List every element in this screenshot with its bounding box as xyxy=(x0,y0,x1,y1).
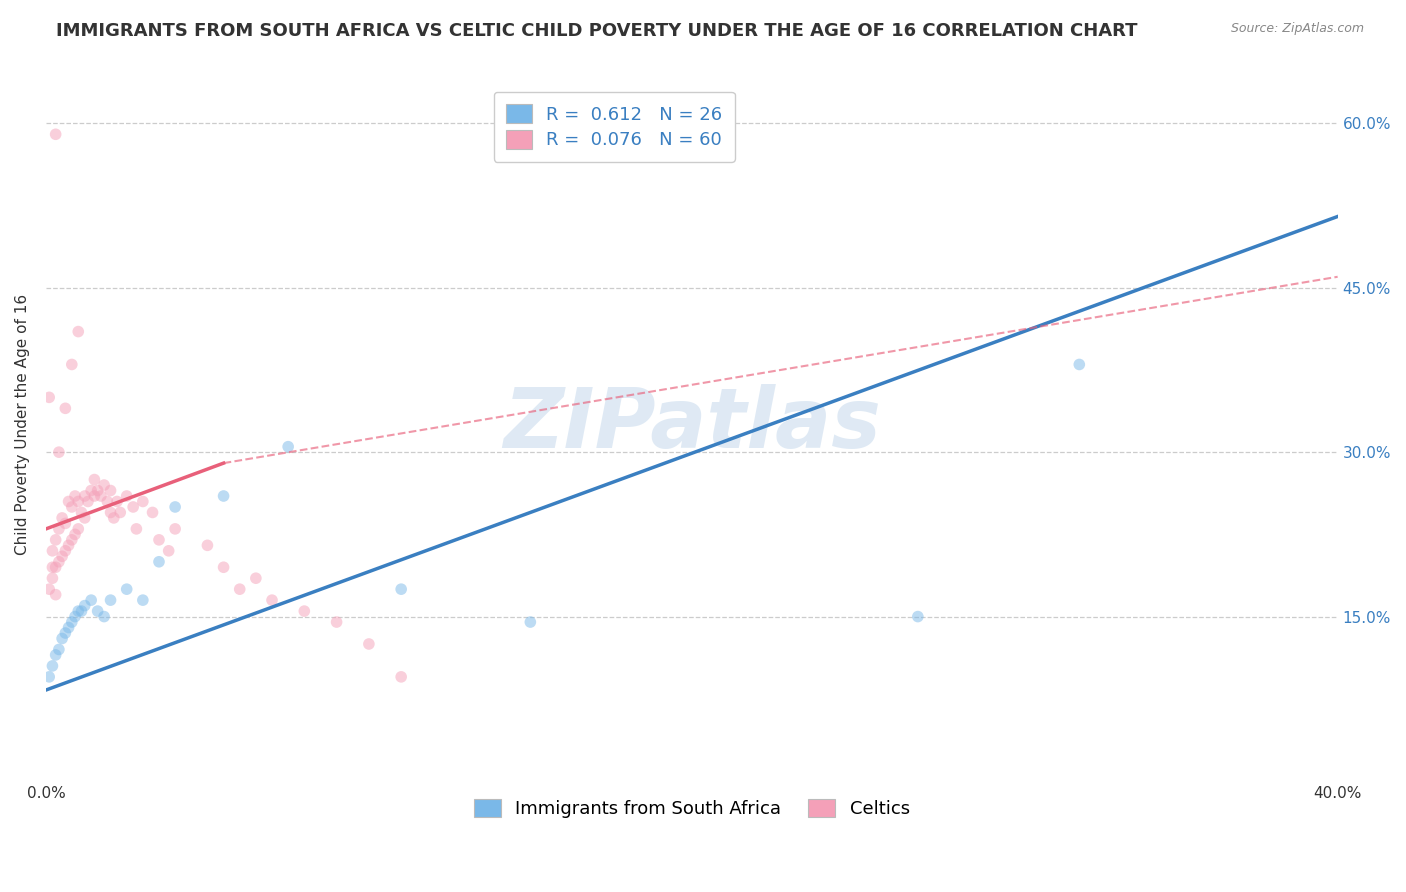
Text: ZIPatlas: ZIPatlas xyxy=(503,384,880,466)
Point xyxy=(45,128,67,142)
Point xyxy=(67,604,90,618)
Point xyxy=(245,571,267,585)
Point xyxy=(67,325,90,339)
Point xyxy=(325,615,347,629)
Point xyxy=(70,505,93,519)
Text: IMMIGRANTS FROM SOUTH AFRICA VS CELTIC CHILD POVERTY UNDER THE AGE OF 16 CORRELA: IMMIGRANTS FROM SOUTH AFRICA VS CELTIC C… xyxy=(56,22,1137,40)
Point xyxy=(60,615,83,629)
Point xyxy=(70,604,93,618)
Point xyxy=(41,571,63,585)
Point xyxy=(115,489,138,503)
Point xyxy=(148,533,170,547)
Point xyxy=(105,494,128,508)
Point xyxy=(58,494,80,508)
Point xyxy=(100,483,122,498)
Point xyxy=(83,489,105,503)
Point xyxy=(48,642,70,657)
Point xyxy=(41,544,63,558)
Point xyxy=(53,544,76,558)
Point xyxy=(38,670,60,684)
Point xyxy=(48,555,70,569)
Point xyxy=(93,478,115,492)
Point xyxy=(100,593,122,607)
Point xyxy=(907,609,929,624)
Point xyxy=(90,489,112,503)
Point xyxy=(41,659,63,673)
Point xyxy=(48,445,70,459)
Point xyxy=(73,489,96,503)
Point xyxy=(86,483,108,498)
Point xyxy=(60,358,83,372)
Point xyxy=(260,593,283,607)
Point xyxy=(389,670,412,684)
Point xyxy=(63,609,86,624)
Point xyxy=(38,582,60,597)
Point xyxy=(292,604,315,618)
Point xyxy=(80,593,103,607)
Point xyxy=(141,505,163,519)
Point xyxy=(48,522,70,536)
Point xyxy=(63,489,86,503)
Point xyxy=(148,555,170,569)
Point xyxy=(53,626,76,640)
Point xyxy=(86,604,108,618)
Point xyxy=(60,533,83,547)
Point xyxy=(157,544,180,558)
Point xyxy=(51,511,73,525)
Point xyxy=(53,401,76,416)
Text: Source: ZipAtlas.com: Source: ZipAtlas.com xyxy=(1230,22,1364,36)
Point xyxy=(389,582,412,597)
Point xyxy=(58,538,80,552)
Point xyxy=(132,593,155,607)
Point xyxy=(51,632,73,646)
Point xyxy=(197,538,219,552)
Point xyxy=(100,505,122,519)
Point xyxy=(45,533,67,547)
Point xyxy=(38,390,60,404)
Point xyxy=(103,511,125,525)
Point xyxy=(93,609,115,624)
Point xyxy=(80,483,103,498)
Point xyxy=(77,494,100,508)
Point xyxy=(51,549,73,564)
Point xyxy=(212,560,235,574)
Point xyxy=(41,560,63,574)
Point xyxy=(73,511,96,525)
Point xyxy=(53,516,76,531)
Point xyxy=(67,494,90,508)
Point xyxy=(122,500,145,514)
Point xyxy=(96,494,118,508)
Point xyxy=(45,648,67,662)
Point xyxy=(1069,358,1091,372)
Point xyxy=(519,615,541,629)
Point xyxy=(110,505,132,519)
Point xyxy=(212,489,235,503)
Point xyxy=(165,500,187,514)
Point xyxy=(357,637,380,651)
Point xyxy=(73,599,96,613)
Point xyxy=(83,473,105,487)
Point xyxy=(58,621,80,635)
Point xyxy=(60,500,83,514)
Point xyxy=(63,527,86,541)
Legend: Immigrants from South Africa, Celtics: Immigrants from South Africa, Celtics xyxy=(467,791,917,825)
Point xyxy=(45,560,67,574)
Point xyxy=(165,522,187,536)
Point xyxy=(67,522,90,536)
Point xyxy=(125,522,148,536)
Point xyxy=(132,494,155,508)
Point xyxy=(45,588,67,602)
Y-axis label: Child Poverty Under the Age of 16: Child Poverty Under the Age of 16 xyxy=(15,294,30,556)
Point xyxy=(277,440,299,454)
Point xyxy=(228,582,250,597)
Point xyxy=(115,582,138,597)
